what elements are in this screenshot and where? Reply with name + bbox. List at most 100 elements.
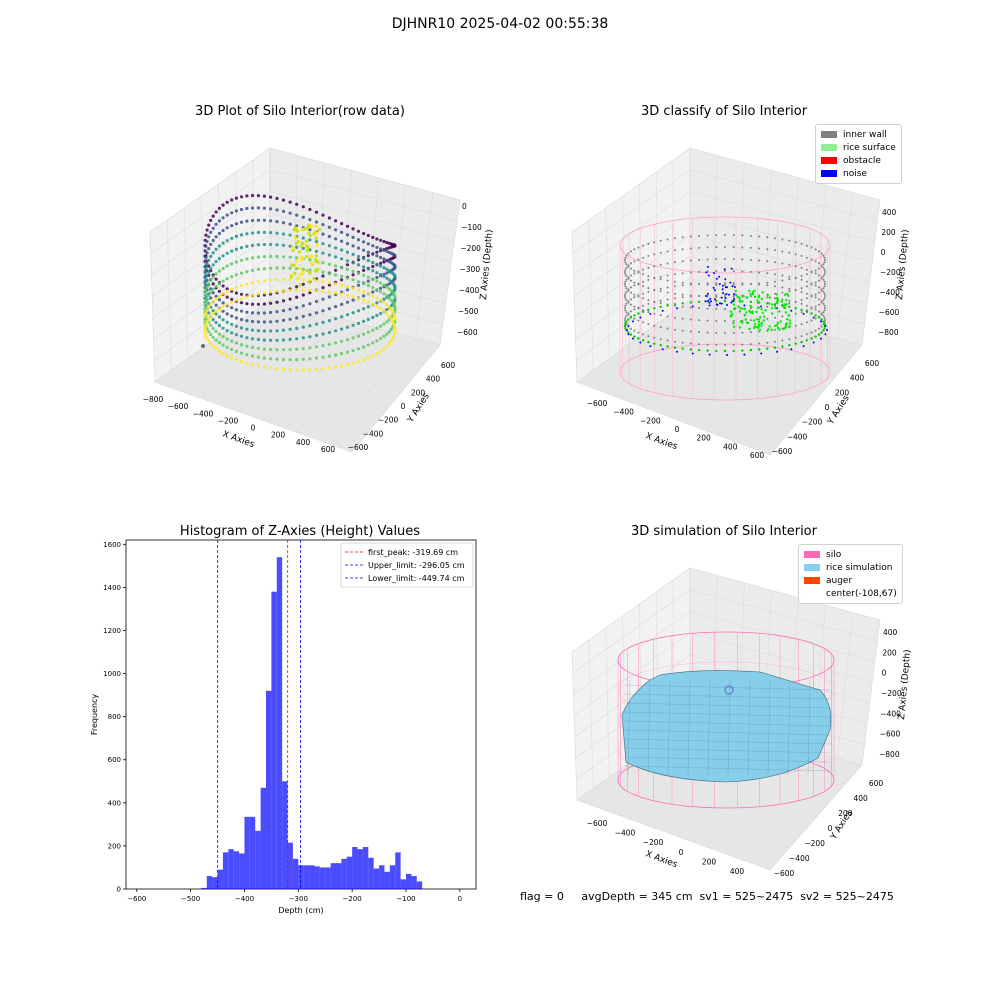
simulation-y-tick-label: 600 [869, 779, 884, 788]
raw-scatter-point [352, 336, 355, 339]
inner-wall-point [766, 342, 768, 344]
rice-surface-point [814, 335, 816, 337]
raw-scatter-point [321, 261, 324, 264]
inner-wall-point [781, 340, 783, 342]
raw-scatter-point [308, 208, 311, 211]
raw-scatter-point [328, 272, 331, 275]
raw-scatter-point [340, 266, 343, 269]
raw-scatter-point [204, 315, 207, 318]
raw-scatter-point [240, 360, 243, 363]
raw-scatter-point [275, 339, 278, 342]
raw-scatter-point [315, 211, 318, 214]
raw-scatter-point [352, 261, 355, 264]
raw-scatter-point [302, 283, 305, 286]
raw-scatter-point [263, 302, 266, 305]
raw-scatter-point [382, 298, 385, 301]
raw-scatter-point [388, 315, 391, 318]
inner-wall-point [741, 246, 743, 248]
inner-wall-point [674, 261, 676, 263]
raw-scatter-point [257, 329, 260, 332]
inner-wall-point [698, 295, 700, 297]
rice-surface-point [800, 309, 802, 311]
raw-scatter-point [218, 244, 221, 247]
inner-wall-point [682, 236, 684, 238]
rice-surface-point [783, 327, 785, 329]
inner-wall-point [637, 295, 639, 297]
rice-surface-point [769, 296, 771, 298]
raw-scatter-point [367, 234, 370, 237]
inner-wall-point [741, 234, 743, 236]
legend-label: silo [826, 550, 841, 560]
raw-scatter-point [275, 232, 278, 235]
raw-scatter-point [215, 272, 218, 275]
raw-scatter-point [240, 246, 243, 249]
inner-wall-point [795, 301, 797, 303]
rice-surface-point [756, 318, 758, 320]
inner-wall-point [642, 293, 644, 295]
raw-scatter-point [226, 201, 229, 204]
rice-surface-point [666, 304, 668, 306]
legend-entry: rice simulation [804, 561, 897, 574]
rice-surface-point [774, 303, 776, 305]
raw-scatter-point [207, 247, 210, 250]
noise-point [704, 300, 706, 302]
inner-wall-point [823, 315, 825, 317]
rice-surface-point [757, 302, 759, 304]
raw-scatter-point [226, 296, 229, 299]
noise-point [676, 351, 678, 353]
histogram-bar [228, 849, 233, 889]
raw-scatter-point [346, 268, 349, 271]
raw-scatter-point [295, 358, 298, 361]
raw-scatter-point [298, 250, 301, 253]
raw-scatter-point [209, 231, 212, 234]
inner-wall-point [647, 299, 649, 301]
inner-wall-point [788, 278, 790, 280]
raw-scatter-point [289, 234, 292, 237]
raw-scatter-point [240, 352, 243, 355]
raw-scatter-point [371, 269, 374, 272]
legend-label: obstacle [843, 156, 881, 166]
raw-scatter-point [209, 303, 212, 306]
raw-scatter-point [312, 277, 315, 280]
inner-wall-point [653, 289, 655, 291]
raw-scatter-point [352, 299, 355, 302]
noise-point [722, 288, 724, 290]
raw-scatter-point [282, 329, 285, 332]
rice-surface-point [785, 303, 787, 305]
raw-scatter-point [308, 368, 311, 371]
inner-wall-point [674, 281, 676, 283]
raw-scatter-point [328, 281, 331, 284]
raw-scatter-point [379, 312, 382, 315]
rice-surface-point [633, 335, 635, 337]
inner-wall-point [630, 292, 632, 294]
raw-scatter-point [367, 284, 370, 287]
raw-scatter-point [240, 297, 243, 300]
raw-scatter-point [226, 346, 229, 349]
raw-scatter-point [334, 282, 337, 285]
raw-y-tick-label: 600 [441, 361, 456, 370]
inner-wall-point [801, 303, 803, 305]
raw-scatter-point [340, 240, 343, 243]
inner-wall-point [647, 255, 649, 257]
rice-surface-point [789, 322, 791, 324]
rice-surface-point [787, 314, 789, 316]
inner-wall-point [824, 317, 826, 319]
rice-surface-point [810, 337, 812, 339]
raw-scatter-point [362, 290, 365, 293]
rice-surface-point [776, 324, 778, 326]
rice-surface-point [647, 341, 649, 343]
rice-surface-point [737, 296, 739, 298]
raw-scatter-point [226, 337, 229, 340]
inner-wall-point [667, 263, 669, 265]
raw-scatter-point [207, 294, 210, 297]
y-tick-label: 1400 [103, 584, 121, 592]
inner-wall-point [781, 280, 783, 282]
inner-wall-point [626, 315, 628, 317]
raw-scatter-point [340, 231, 343, 234]
raw-scatter-point [315, 220, 318, 223]
raw-scatter-point [240, 335, 243, 338]
inner-wall-point [626, 255, 628, 257]
x-tick-label: −300 [289, 895, 308, 903]
raw-scatter-point [328, 307, 331, 310]
raw-scatter-point [226, 329, 229, 332]
